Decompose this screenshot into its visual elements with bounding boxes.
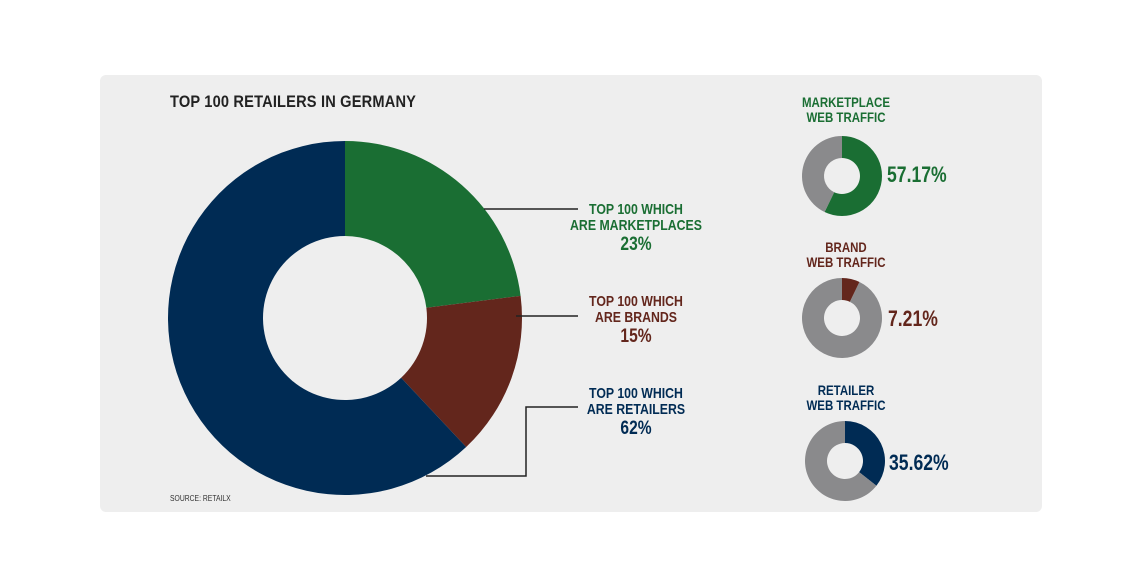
- mini-title-marketplace-line1: MARKETPLACE: [801, 94, 891, 110]
- mini-value-brand: 7.21%: [888, 306, 938, 331]
- mini-slice-retailers: [845, 421, 886, 486]
- leader-lines: [426, 208, 578, 477]
- slice-retailers: [168, 141, 467, 495]
- mini-title-marketplace: MARKETPLACE WEB TRAFFIC: [789, 95, 904, 125]
- chart-title: TOP 100 RETAILERS IN GERMANY: [170, 92, 417, 111]
- mini-title-retailer-line2: WEB TRAFFIC: [806, 397, 886, 413]
- mini-title-retailer-line1: RETAILER: [817, 382, 875, 398]
- mini-value-marketplace: 57.17%: [887, 162, 947, 187]
- mini-title-brand-line1: BRAND: [825, 239, 867, 255]
- label-brands-line2: ARE BRANDS: [594, 309, 677, 326]
- label-brands-value: 15%: [620, 326, 652, 347]
- leader-line-retailers: [426, 406, 578, 477]
- mini-title-retailer: RETAILER WEB TRAFFIC: [789, 383, 904, 413]
- mini-slice-brands: [842, 278, 860, 302]
- label-brands-line1: TOP 100 WHICH: [589, 293, 683, 310]
- mini-title-brand: BRAND WEB TRAFFIC: [789, 240, 904, 270]
- main-donut: [168, 141, 522, 495]
- slice-brands: [401, 295, 522, 448]
- slice-marketplaces: [345, 141, 521, 308]
- label-retailers: TOP 100 WHICH ARE RETAILERS 62%: [562, 386, 710, 440]
- mini-slice-rest-brands: [801, 278, 882, 358]
- label-marketplaces-value: 23%: [620, 234, 652, 255]
- mini-slice-marketplaces: [824, 136, 882, 216]
- mini-slice-rest-retailers: [805, 421, 877, 501]
- mini-title-marketplace-line2: WEB TRAFFIC: [806, 109, 886, 125]
- label-retailers-value: 62%: [620, 418, 652, 439]
- mini-value-retailer: 35.62%: [889, 450, 949, 475]
- label-brands: TOP 100 WHICH ARE BRANDS 15%: [562, 294, 710, 348]
- mini-slice-rest-marketplaces: [801, 136, 842, 213]
- mini-donut-marketplace: [801, 136, 882, 216]
- label-marketplaces: TOP 100 WHICH ARE MARKETPLACES 23%: [562, 202, 710, 256]
- label-retailers-line2: ARE RETAILERS: [586, 401, 686, 418]
- mini-title-brand-line2: WEB TRAFFIC: [806, 254, 886, 270]
- mini-donut-retailer: [805, 421, 886, 501]
- label-marketplaces-line1: TOP 100 WHICH: [589, 201, 683, 218]
- label-marketplaces-line2: ARE MARKETPLACES: [570, 217, 702, 234]
- mini-donut-brand: [801, 278, 882, 358]
- label-retailers-line1: TOP 100 WHICH: [589, 385, 683, 402]
- source-note: SOURCE: RETAILX: [170, 494, 231, 503]
